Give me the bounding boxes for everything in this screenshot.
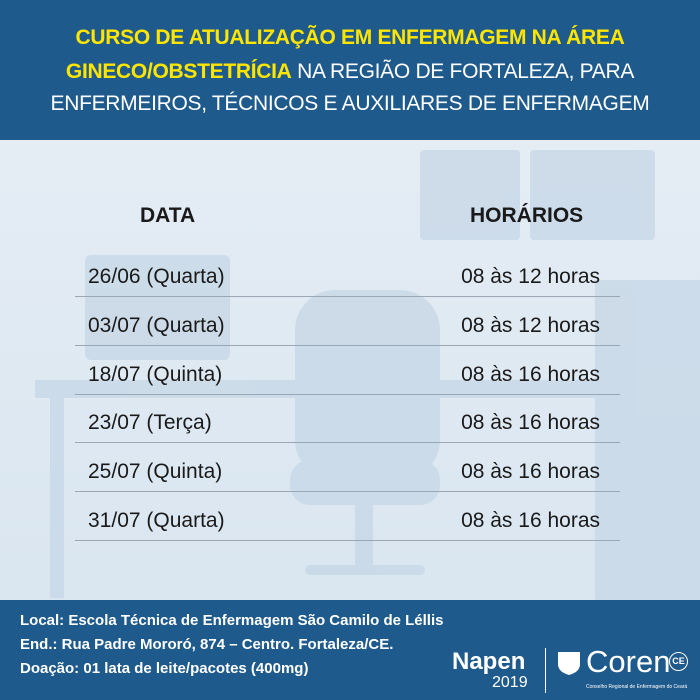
row-separator: [75, 442, 620, 444]
time-cell: 08 às 12 horas: [461, 313, 600, 337]
title-line: CURSO DE ATUALIZAÇÃO EM ENFERMAGEM NA ÁR…: [75, 26, 625, 49]
row-separator: [75, 393, 620, 395]
napen-year: 2019: [492, 674, 528, 691]
footer-line: Local: Escola Técnica de Enfermagem São …: [20, 612, 444, 629]
coren-subtitle: Conselho Regional de Enfermagem do Ceará: [586, 684, 688, 690]
date-cell: 31/07 (Quarta): [88, 509, 225, 532]
time-cell: 08 às 16 horas: [461, 362, 600, 386]
time-cell: 08 às 16 horas: [461, 509, 600, 532]
date-cell: 23/07 (Terça): [88, 411, 212, 435]
row-separator: [75, 296, 620, 297]
ce-badge: CE: [669, 652, 688, 671]
title-text: NA REGIÃO DE FORTALEZA, PARA: [297, 60, 635, 83]
napen-logo: Napen: [452, 648, 526, 675]
time-cell: 08 às 12 horas: [461, 265, 600, 288]
footer: Local: Escola Técnica de Enfermagem São …: [0, 600, 700, 700]
date-cell: 25/07 (Quinta): [88, 460, 223, 484]
title-line: GINECO/OBSTETRÍCIA NA REGIÃO DE FORTALEZ…: [0, 60, 700, 84]
time-cell: 08 às 16 horas: [461, 460, 600, 484]
title-line: ENFERMEIROS, TÉCNICOS E AUXILIARES DE EN…: [50, 92, 650, 115]
coren-shield: [558, 652, 580, 675]
divider: [545, 648, 546, 693]
date-cell: 18/07 (Quinta): [88, 362, 223, 386]
date-cell: 03/07 (Quarta): [88, 313, 225, 337]
title-highlight: GINECO/OBSTETRÍCIA: [65, 60, 292, 83]
footer-line: End.: Rua Padre Mororó, 874 – Centro. Fo…: [20, 636, 394, 653]
column-header: DATA: [140, 204, 196, 227]
date-cell: 26/06 (Quarta): [88, 265, 225, 288]
header: CURSO DE ATUALIZAÇÃO EM ENFERMAGEM NA ÁR…: [0, 0, 700, 140]
background-illustration: [35, 150, 700, 600]
footer-line: Doação: 01 lata de leite/pacotes (400mg): [20, 660, 309, 677]
row-separator: [75, 540, 620, 541]
row-separator: [75, 491, 620, 493]
time-cell: 08 às 16 horas: [461, 411, 600, 435]
column-header: HORÁRIOS: [470, 204, 584, 227]
row-separator: [75, 344, 620, 346]
coren-logo: Coren: [586, 644, 671, 679]
